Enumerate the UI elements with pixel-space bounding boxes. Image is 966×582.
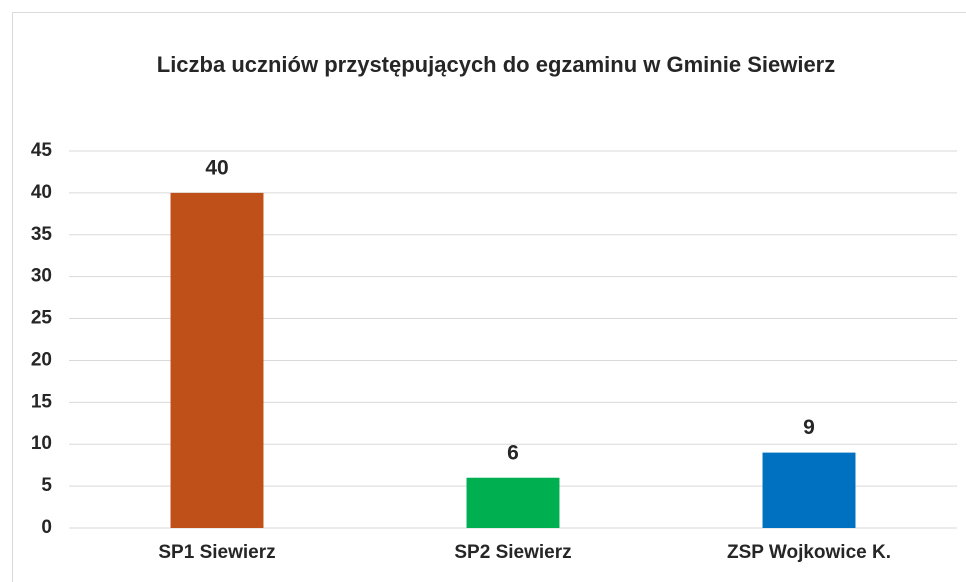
x-tick-label: SP1 Siewierz — [158, 542, 275, 563]
bar — [762, 452, 856, 528]
value-label: 6 — [507, 441, 519, 464]
chart-frame — [12, 12, 966, 582]
y-tick-label: 5 — [41, 475, 52, 496]
y-tick-label: 15 — [31, 391, 53, 412]
y-tick-label: 35 — [31, 224, 53, 245]
y-tick-label: 10 — [31, 433, 52, 454]
y-tick-label: 30 — [31, 266, 52, 287]
chart-title: Liczba uczniów przystępujących do egzami… — [156, 52, 836, 77]
y-tick-label: 0 — [41, 517, 52, 538]
y-tick-label: 45 — [31, 140, 53, 161]
y-tick-label: 40 — [31, 182, 52, 203]
value-label: 9 — [803, 416, 815, 439]
y-tick-label: 20 — [31, 349, 52, 370]
value-label: 40 — [205, 156, 228, 179]
x-tick-label: ZSP Wojkowice K. — [727, 542, 891, 563]
bar — [170, 192, 264, 528]
x-tick-label: SP2 Siewierz — [454, 542, 571, 563]
y-tick-label: 25 — [31, 308, 53, 329]
bar — [466, 477, 560, 528]
